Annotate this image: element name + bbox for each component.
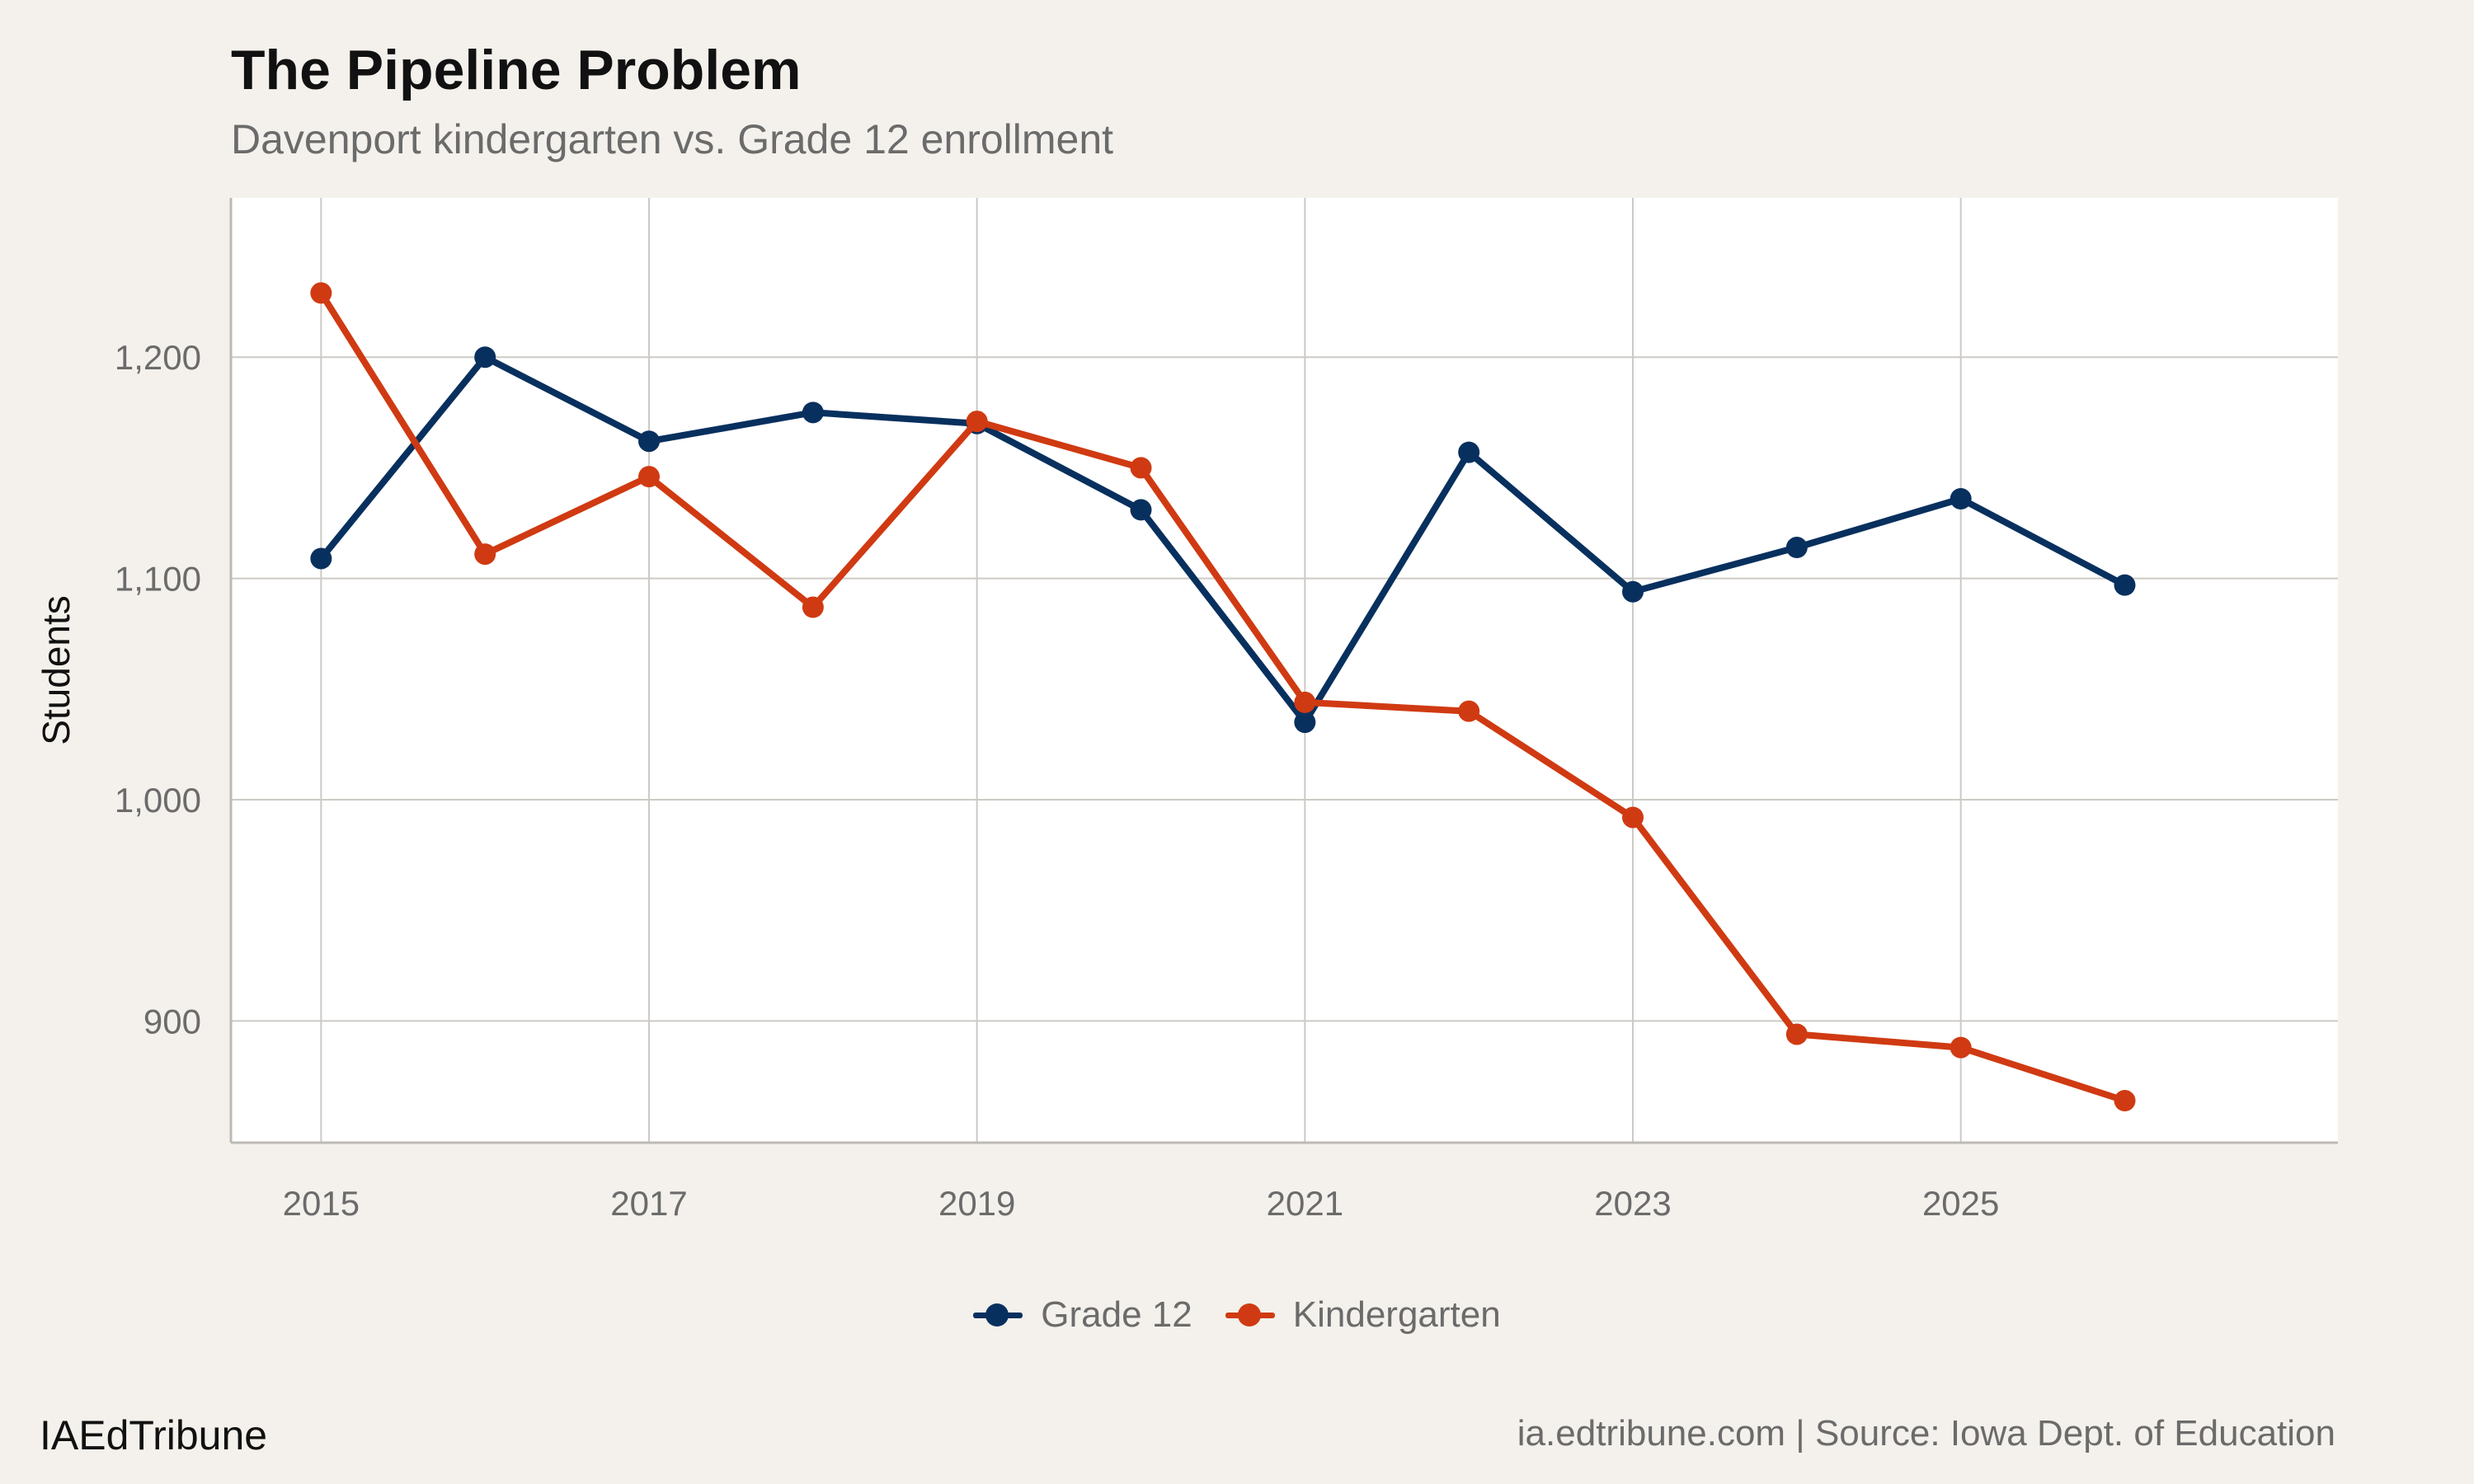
data-point-kindergarten (966, 411, 988, 433)
data-point-grade-12 (1622, 580, 1644, 603)
y-tick-label: 1,100 (115, 560, 201, 599)
source-credit: ia.edtribune.com | Source: Iowa Dept. of… (1517, 1413, 2335, 1453)
data-point-kindergarten (1622, 806, 1644, 829)
legend-item-kindergarten: Kindergarten (1225, 1294, 1501, 1336)
data-series (310, 282, 2136, 1112)
x-tick-label: 2019 (938, 1184, 1015, 1223)
data-point-kindergarten (1130, 457, 1152, 479)
data-point-kindergarten (802, 596, 824, 618)
chart-title: The Pipeline Problem (231, 39, 802, 101)
data-point-kindergarten (2114, 1090, 2136, 1112)
series-line-kindergarten (317, 289, 2128, 1104)
legend-key-kindergarten (1225, 1303, 1275, 1327)
data-point-kindergarten (1458, 700, 1480, 722)
y-axis-title: Students (35, 595, 78, 745)
legend-key-grade-12 (973, 1303, 1023, 1327)
y-tick-label: 1,200 (115, 338, 201, 377)
legend-label-kindergarten: Kindergarten (1292, 1294, 1501, 1335)
y-tick-label: 1,000 (115, 781, 201, 819)
data-point-kindergarten (474, 543, 496, 566)
tick-labels: 900 1,000 1,100 1,200 2015 2017 2019 2021 2023 20… (115, 338, 2000, 1223)
data-point-grade-12 (2114, 574, 2136, 596)
data-point-grade-12 (1458, 441, 1480, 463)
axes (229, 198, 2338, 1144)
data-point-grade-12 (1130, 499, 1152, 521)
legend-label-grade-12: Grade 12 (1041, 1294, 1192, 1335)
x-tick-label: 2023 (1594, 1184, 1671, 1223)
data-point-kindergarten (1294, 691, 1316, 713)
x-tick-label: 2015 (283, 1184, 360, 1223)
data-point-grade-12 (638, 430, 661, 453)
data-point-grade-12 (1950, 488, 1972, 510)
data-point-grade-12 (474, 346, 496, 369)
data-point-kindergarten (638, 466, 661, 488)
x-tick-label: 2017 (610, 1184, 687, 1223)
series-line-grade-12 (317, 354, 2128, 726)
data-point-grade-12 (1294, 711, 1316, 734)
data-point-kindergarten (310, 282, 332, 304)
grid-lines (231, 198, 2338, 1143)
legend: Grade 12 Kindergarten (0, 1294, 2474, 1336)
brand-logo-text: IAEdTribune (40, 1412, 268, 1458)
series-kindergarten (310, 282, 2136, 1112)
legend-item-grade-12: Grade 12 (973, 1294, 1192, 1336)
data-point-grade-12 (310, 547, 332, 570)
data-point-kindergarten (1950, 1036, 1972, 1059)
y-tick-label: 900 (143, 1002, 201, 1040)
x-tick-label: 2021 (1267, 1184, 1343, 1223)
x-tick-label: 2025 (1922, 1184, 1999, 1223)
data-point-kindergarten (1785, 1023, 1808, 1045)
data-point-grade-12 (1785, 537, 1808, 559)
chart-subtitle: Davenport kindergarten vs. Grade 12 enro… (231, 116, 1114, 162)
data-point-grade-12 (802, 402, 824, 424)
